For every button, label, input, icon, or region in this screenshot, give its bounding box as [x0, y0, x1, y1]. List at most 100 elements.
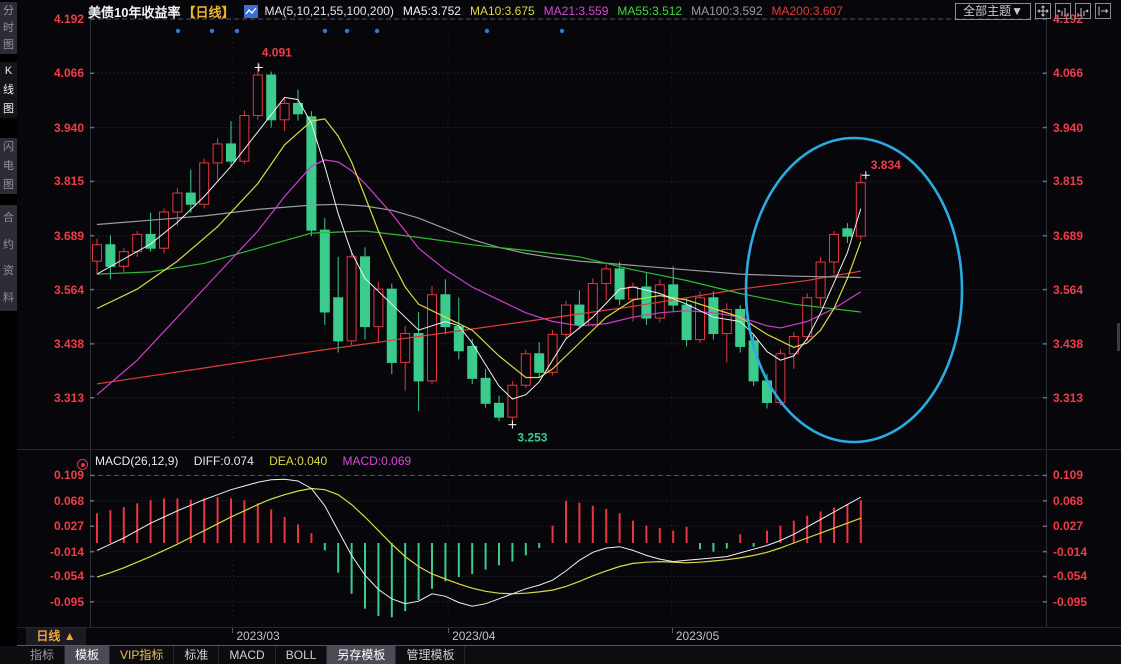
dea-line [96, 487, 862, 595]
candlestick-chart[interactable]: 4.091 3.253 3.834 [90, 12, 1047, 445]
price-axis-right: 4.192 4.066 3.940 3.815 3.689 3.564 3.438 3.313… [1049, 0, 1119, 628]
bars-arrow-left-icon [1057, 8, 1069, 16]
price-axis-left: 4.192 4.066 3.940 3.815 3.689 3.564 3.438 3.313… [17, 0, 87, 628]
pan-tool-button[interactable] [1035, 3, 1051, 19]
bottom-tab-templates[interactable]: 模板 [65, 646, 111, 664]
bottom-tab-indicators[interactable]: 指标 [20, 646, 66, 664]
axis-label: 3.815 [53, 174, 84, 189]
compress-left-button[interactable] [1055, 3, 1071, 19]
ma-line-ma200 [96, 270, 861, 385]
theme-dropdown-button[interactable]: 全部主题▼ [955, 2, 1031, 20]
axis-label: 4.192 [53, 11, 84, 26]
axis-label: 3.564 [1053, 282, 1084, 297]
ma-line-ma55 [96, 230, 861, 313]
ma-legend-ma100: MA100:3.592 [691, 4, 763, 18]
bars-arrow-right-icon [1077, 8, 1089, 16]
bottom-tab-manage-template[interactable]: 管理模板 [396, 646, 466, 664]
axis-label: 3.438 [1053, 336, 1084, 351]
bottom-tab-save-template[interactable]: 另存模板 [327, 646, 397, 664]
axis-label: -0.014 [1053, 544, 1088, 559]
ma-legend-ma5: MA5:3.752 [402, 4, 461, 18]
axis-label: 3.689 [1053, 228, 1084, 243]
sidebar-tab-flash-chart[interactable]: 闪电图 [0, 138, 17, 194]
axis-label: 3.815 [1053, 174, 1084, 189]
period-selector[interactable]: 日线 ▲ [26, 628, 86, 645]
highlight-ellipse [744, 136, 964, 444]
bottom-tab-macd[interactable]: MACD [219, 646, 276, 664]
macd-gridlines [90, 465, 1047, 627]
plot-right-border [1046, 12, 1047, 627]
axis-label: 0.068 [53, 493, 84, 508]
macd-settings-icon[interactable] [77, 459, 88, 470]
axis-label: -0.054 [1053, 569, 1088, 584]
date-label: 2023/05 [675, 629, 720, 643]
date-label: 2023/04 [452, 629, 496, 643]
bottom-tab-standard[interactable]: 标准 [174, 646, 220, 664]
axis-label: 3.689 [53, 228, 84, 243]
macd-macd-value: MACD:0.069 [342, 454, 412, 468]
event-dots [175, 28, 565, 34]
macd-dea-value: DEA:0.040 [269, 454, 328, 468]
diff-line [96, 478, 862, 607]
shift-right-button[interactable] [1095, 3, 1111, 19]
move-cross-icon [1037, 5, 1049, 17]
ma-legend: MA5:3.752 MA10:3.675 MA21:3.559 MA55:3.512 M… [403, 4, 852, 18]
macd-chart[interactable] [90, 465, 1047, 627]
axis-label: 3.313 [1053, 390, 1084, 405]
sidebar-tab-contract-info[interactable]: 合约资料 [0, 205, 17, 311]
axis-label: 3.940 [53, 120, 84, 135]
axis-label: 0.068 [1053, 493, 1084, 508]
price-annotations: 4.091 3.253 3.834 [254, 46, 901, 445]
axis-label: 0.027 [53, 519, 84, 534]
mini-chart-icon [244, 4, 259, 18]
ma-line-ma21 [96, 159, 862, 396]
axis-label: 4.066 [1053, 66, 1084, 81]
compress-right-button[interactable] [1075, 3, 1091, 19]
macd-header: MACD(26,12,9) DIFF:0.074 DEA:0.040 MACD:… [95, 454, 423, 468]
tabbar-spacer [0, 646, 20, 664]
ma-params: MA(5,10,21,55,100,200) [264, 4, 394, 18]
ma-legend-ma10: MA10:3.675 [469, 4, 535, 18]
macd-diff-value: DIFF:0.074 [193, 454, 254, 468]
ma-line-ma5 [96, 96, 862, 400]
ma-legend-ma55: MA55:3.512 [617, 4, 683, 18]
date-tick [671, 628, 673, 633]
macd-bottom-border [17, 627, 1121, 628]
axis-label: 3.438 [53, 336, 84, 351]
bottom-tab-boll[interactable]: BOLL [276, 646, 328, 664]
plot-left-border [90, 12, 91, 627]
axis-label: -0.095 [49, 594, 84, 609]
ma-line-ma10 [96, 118, 862, 379]
period-tag: 【日线】 [182, 4, 235, 20]
candles [92, 62, 866, 424]
date-label: 2023/03 [236, 629, 280, 643]
axis-label: -0.054 [49, 569, 84, 584]
ma-line-ma100 [96, 203, 861, 279]
chart-header: 美债10年收益率 【日线】 MA(5,10,21,55,100,200) MA5… [17, 0, 1121, 22]
bottom-tab-vip-indicators[interactable]: VIP指标 [110, 646, 175, 664]
xaxis-line [0, 645, 1121, 646]
ma-legend-ma200: MA200:3.607 [771, 4, 843, 18]
axis-label: 3.564 [53, 282, 84, 297]
axis-label: -0.014 [49, 544, 84, 559]
macd-title: MACD(26,12,9) [95, 454, 179, 468]
axis-label: 0.027 [1053, 519, 1084, 534]
axis-label: 0.109 [1053, 468, 1084, 483]
axis-label: -0.095 [1053, 594, 1088, 609]
svg-text:3.834: 3.834 [871, 158, 901, 172]
bottom-tabbar: 指标 模板 VIP指标 标准 MACD BOLL 另存模板 管理模板 [0, 646, 1121, 664]
sidebar-tab-time-chart[interactable]: 分时图 [0, 2, 17, 54]
svg-text:4.091: 4.091 [262, 46, 292, 60]
axis-label: 0.109 [53, 468, 84, 483]
page-shift-right-icon [1098, 6, 1109, 16]
price-gridlines [90, 12, 1047, 445]
axis-label: 3.313 [53, 390, 84, 405]
panel-splitter[interactable] [17, 449, 1121, 450]
scrollbar-thumb[interactable] [1117, 323, 1120, 351]
symbol-title: 美债10年收益率 [88, 4, 181, 20]
axis-label: 4.066 [53, 66, 84, 81]
svg-text:3.253: 3.253 [517, 431, 547, 445]
